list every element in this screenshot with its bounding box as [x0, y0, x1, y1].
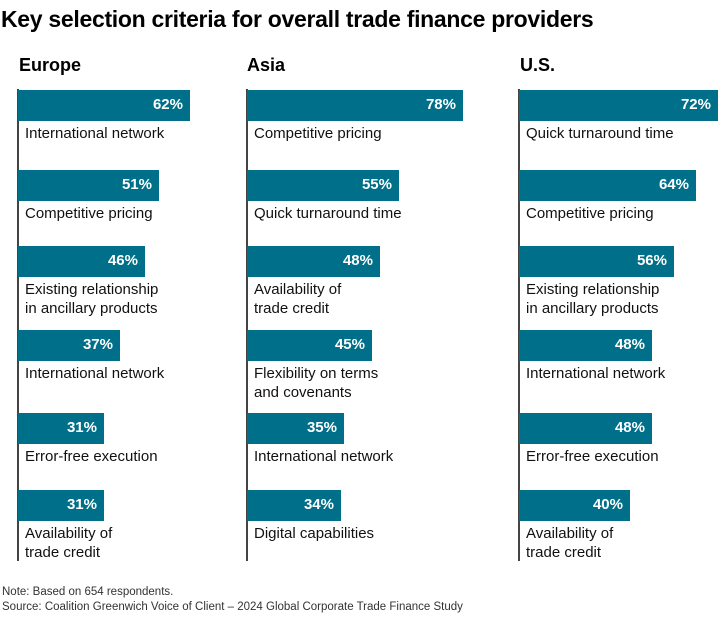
category-label: Digital capabilities — [254, 525, 375, 542]
category-label: Competitive pricing — [254, 125, 382, 142]
bar: 48% — [519, 330, 652, 361]
category-label: Quick turnaround time — [254, 205, 402, 222]
chart-title: Key selection criteria for overall trade… — [1, 6, 594, 32]
data-label: 31% — [66, 419, 97, 436]
axis-line — [246, 89, 248, 561]
bar: 78% — [247, 90, 463, 121]
bar: 55% — [247, 170, 399, 201]
category-label: Availability of trade credit — [254, 281, 342, 317]
data-label: 56% — [636, 252, 667, 269]
bar: 46% — [18, 246, 145, 277]
bar: 56% — [519, 246, 674, 277]
bar: 37% — [18, 330, 120, 361]
bar: 62% — [18, 90, 190, 121]
bar: 40% — [519, 490, 630, 521]
bar: 31% — [18, 413, 104, 444]
category-label: Availability of trade credit — [25, 525, 113, 561]
data-label: 45% — [334, 336, 365, 353]
category-label: Quick turnaround time — [526, 125, 674, 142]
bar: 34% — [247, 490, 341, 521]
category-label: Existing relationship in ancillary produ… — [25, 281, 159, 317]
category-label: Competitive pricing — [25, 205, 153, 222]
category-label: International network — [526, 365, 666, 382]
bar: 45% — [247, 330, 372, 361]
data-label: 48% — [614, 419, 645, 436]
data-label: 48% — [614, 336, 645, 353]
bar: 72% — [519, 90, 718, 121]
data-label: 35% — [306, 419, 337, 436]
category-label: International network — [25, 125, 165, 142]
data-label: 78% — [425, 96, 456, 113]
data-label: 51% — [121, 176, 152, 193]
data-label: 46% — [107, 252, 138, 269]
chart-source: Source: Coalition Greenwich Voice of Cli… — [2, 601, 463, 613]
bar: 64% — [519, 170, 696, 201]
bar: 35% — [247, 413, 344, 444]
category-label: International network — [25, 365, 165, 382]
data-label: 37% — [82, 336, 113, 353]
panel-title: Asia — [247, 55, 286, 75]
data-label: 40% — [592, 496, 623, 513]
category-label: International network — [254, 448, 394, 465]
bar: 51% — [18, 170, 159, 201]
category-label: Competitive pricing — [526, 205, 654, 222]
category-label: Existing relationship in ancillary produ… — [526, 281, 660, 317]
bar: 48% — [247, 246, 380, 277]
data-label: 34% — [303, 496, 334, 513]
panel-title: U.S. — [520, 55, 556, 75]
axis-line — [518, 89, 520, 561]
category-label: Flexibility on terms and covenants — [254, 365, 379, 401]
panel-title: Europe — [19, 55, 82, 75]
axis-line — [17, 89, 19, 561]
data-label: 64% — [658, 176, 689, 193]
chart-note: Note: Based on 654 respondents. — [2, 586, 174, 598]
data-label: 55% — [361, 176, 392, 193]
bar: 48% — [519, 413, 652, 444]
category-label: Error-free execution — [526, 448, 659, 465]
data-label: 72% — [680, 96, 711, 113]
data-label: 48% — [342, 252, 373, 269]
data-label: 31% — [66, 496, 97, 513]
category-label: Error-free execution — [25, 448, 158, 465]
bar: 31% — [18, 490, 104, 521]
category-label: Availability of trade credit — [526, 525, 614, 561]
data-label: 62% — [152, 96, 183, 113]
